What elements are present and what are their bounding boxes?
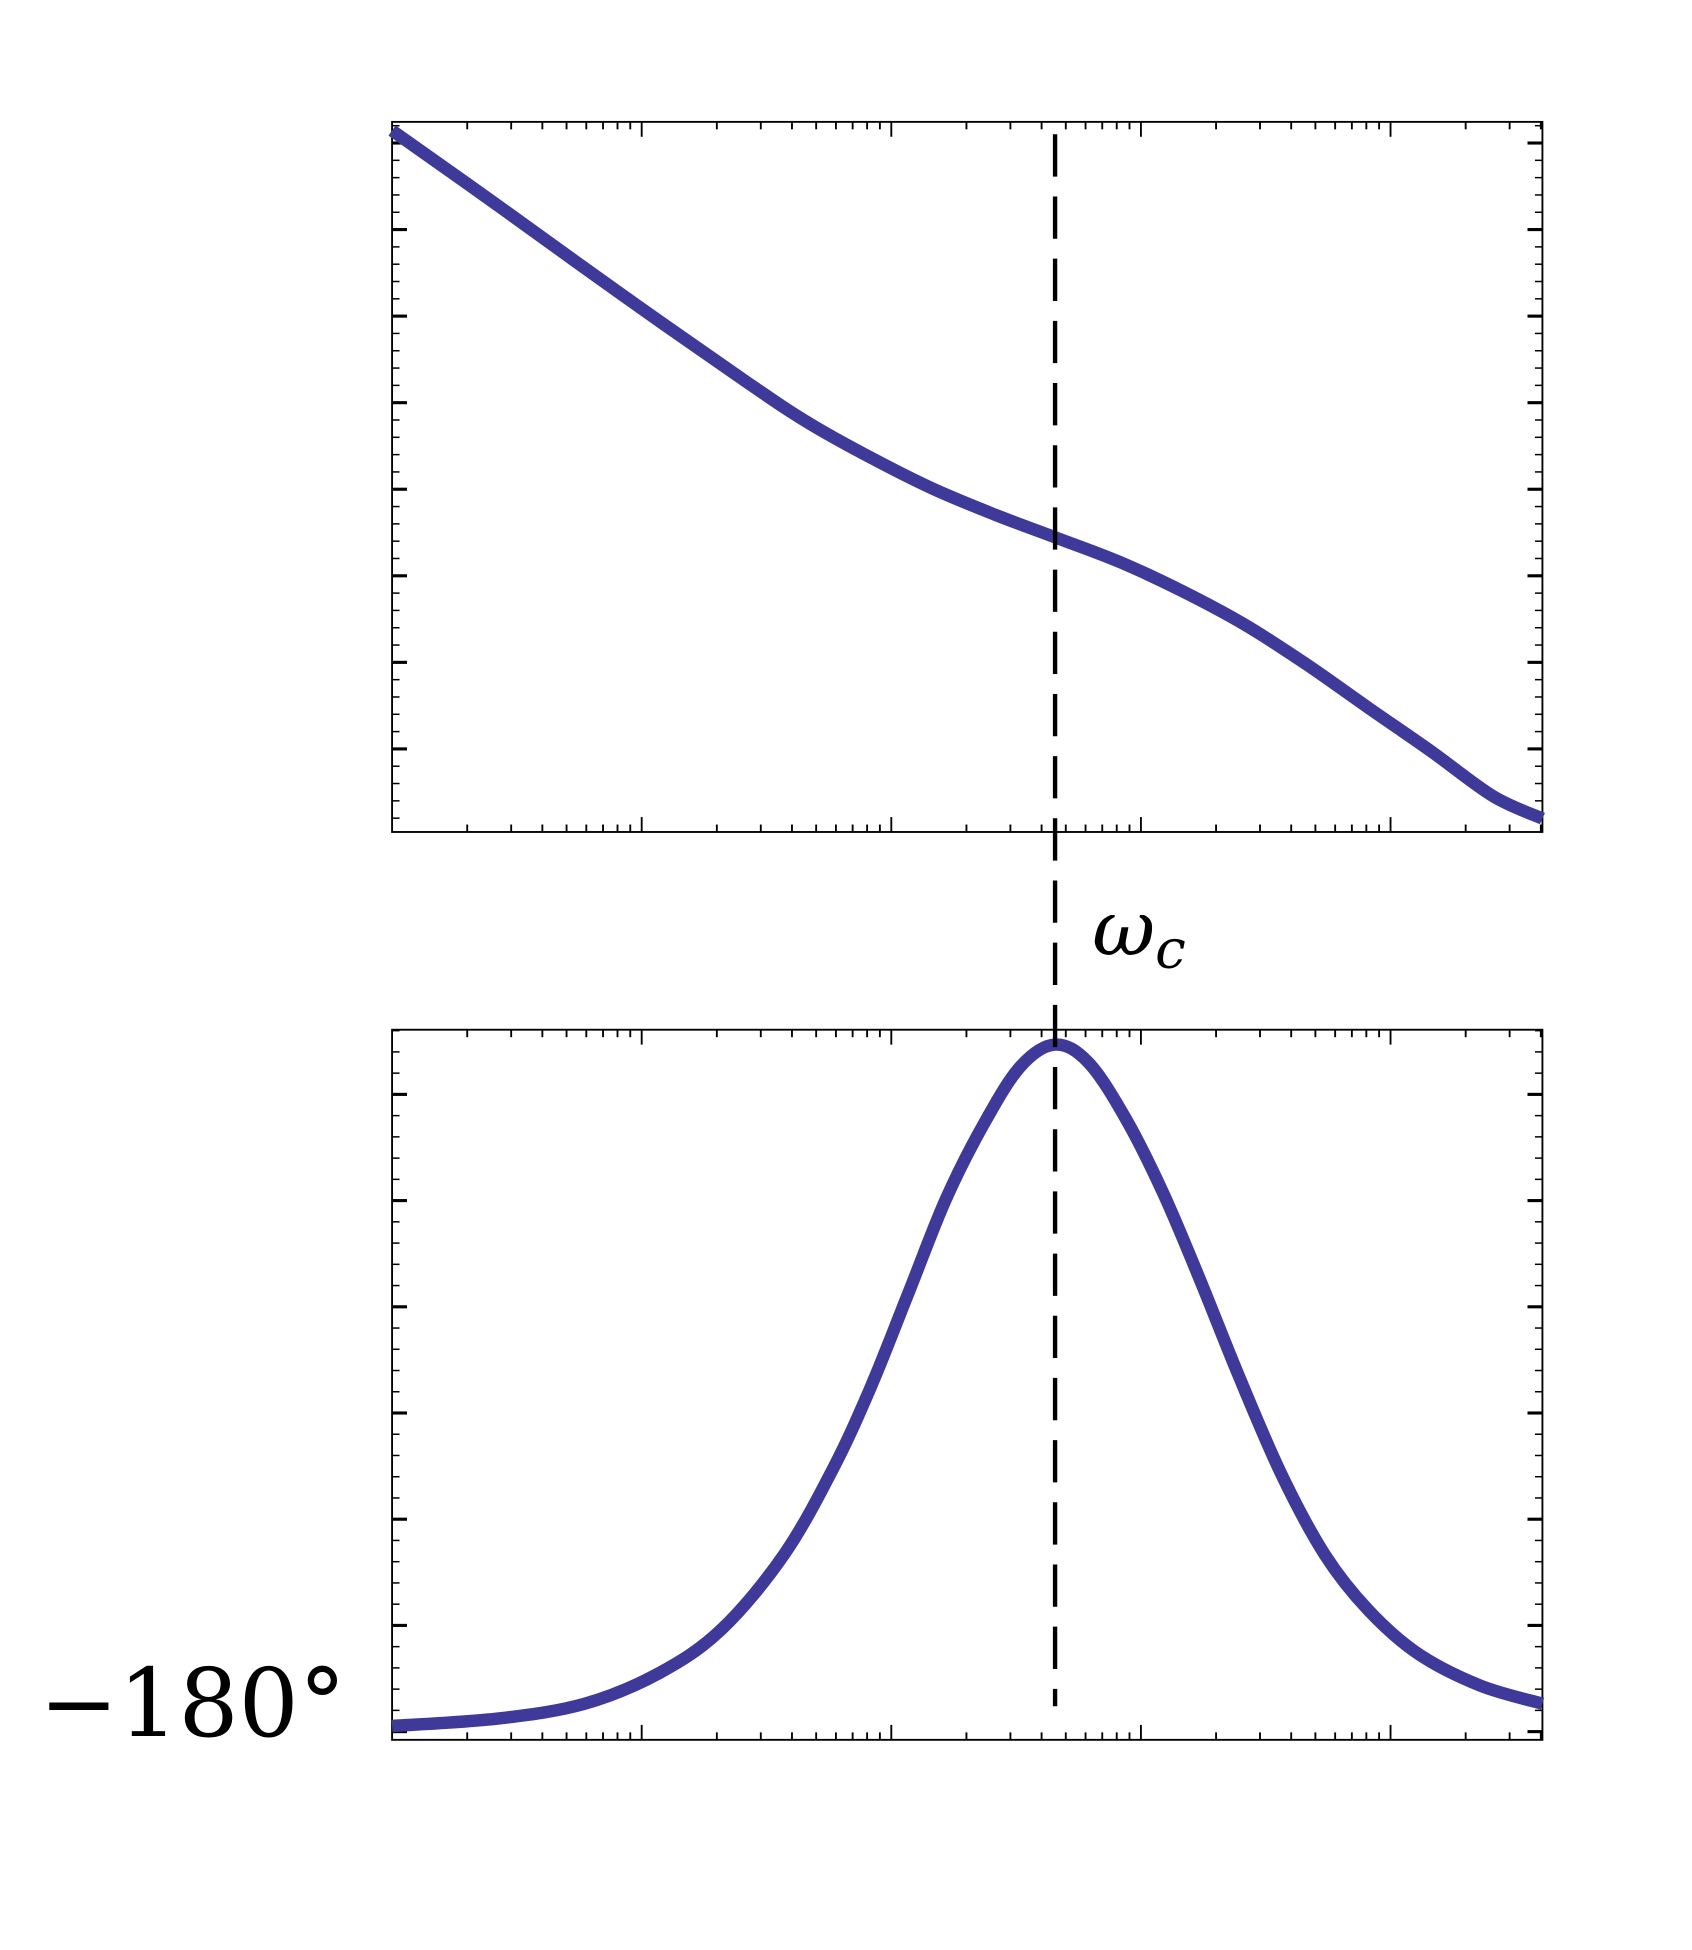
phase-ytick-label-minus-180: −180° <box>39 1649 346 1759</box>
magnitude-curve <box>388 125 1545 825</box>
phase-curve <box>391 1038 1545 1733</box>
crossover-frequency-label: ωc <box>1092 884 1186 980</box>
axes-frame <box>391 1028 1544 1741</box>
phase-axes <box>391 1028 1544 1741</box>
axes-frame <box>391 120 1544 833</box>
magnitude-axes <box>391 120 1544 833</box>
